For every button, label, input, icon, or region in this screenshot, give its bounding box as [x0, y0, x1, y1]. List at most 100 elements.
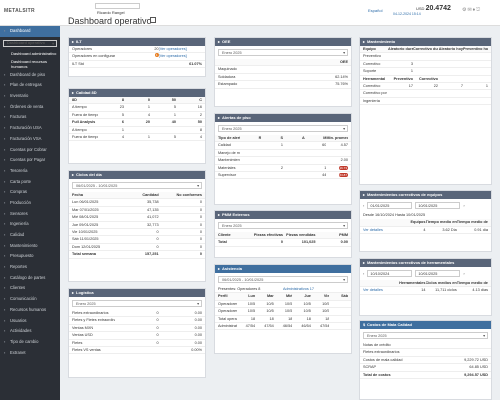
- sidebar-item[interactable]: ▪ Tipo de cambio: [0, 337, 60, 348]
- ver-operadores-link[interactable]: [Ver operadores]: [158, 47, 187, 51]
- sidebar-item-label: Catálogo de partes: [10, 274, 46, 280]
- sidebar-item[interactable]: ▪ Clientes: [0, 283, 60, 294]
- cell: Piezas vendidas: [286, 233, 316, 237]
- asistencia-range-select[interactable]: 06/01/2025 - 10/01/2025: [218, 276, 348, 283]
- cell: 10/5: [303, 301, 311, 306]
- costos-month-select[interactable]: Enero 2025: [363, 332, 488, 339]
- sidebar-item[interactable]: ▪ Reportes: [0, 262, 60, 273]
- sidebar-item[interactable]: ▪ Usuarios: [0, 316, 60, 327]
- mch-from-date[interactable]: 10/10/2024: [367, 270, 413, 277]
- sidebar-item[interactable]: ▪ Facturación VSA: [0, 134, 60, 145]
- alertas-month-select[interactable]: Enero 2025: [218, 125, 348, 132]
- ciclos-range-select[interactable]: 06/01/2025 - 10/01/2025: [72, 182, 202, 189]
- cell: Correctivo por mala operación: [363, 91, 388, 96]
- sidebar-item[interactable]: ▪ Calidad: [0, 230, 60, 241]
- cell: Fuera de tiempo: [72, 112, 98, 117]
- sidebar-item-label: Facturación USA: [10, 125, 42, 131]
- cell: 0: [199, 207, 202, 212]
- cell[interactable]: Ver detalles: [363, 227, 383, 232]
- cell: 18: [250, 316, 256, 321]
- cell[interactable]: [363, 280, 394, 286]
- sidebar-item[interactable]: ▪ Compras: [0, 187, 60, 198]
- sidebar-item[interactable]: ▪ Dashboard de piso: [0, 70, 60, 81]
- cell: 17: [408, 83, 413, 88]
- sidebar-item[interactable]: ▪ Órdenes de venta: [0, 102, 60, 113]
- sidebar-item-label: Tesorería: [10, 167, 28, 173]
- sidebar-item[interactable]: Dashboard recursos humanos: [0, 59, 60, 70]
- sidebar-item[interactable]: ▪ Facturas: [0, 112, 60, 123]
- sidebar-item[interactable]: ▪ Inventario: [0, 91, 60, 102]
- search-input[interactable]: [95, 3, 140, 9]
- mce-from-date[interactable]: 01/01/2025: [367, 202, 413, 209]
- pmm-row: Total 0 101,025 0.00: [215, 239, 351, 247]
- calidad-row: 8D 8 0 50 C: [69, 97, 205, 105]
- cell: 75.76%: [335, 82, 348, 87]
- cell: 1: [280, 143, 284, 148]
- cell: Tiempo medio de reparación: [456, 220, 488, 225]
- sidebar-item[interactable]: Dashboard operativo: [3, 39, 57, 47]
- logistica-month-select[interactable]: Enero 2025: [72, 300, 202, 307]
- cell: Total semana: [72, 252, 96, 257]
- cell: 8: [121, 98, 124, 102]
- sidebar-item[interactable]: ▪ Mantenimiento: [0, 241, 60, 252]
- sidebar-item[interactable]: ▪ Extranet: [0, 348, 60, 359]
- sidebar-item[interactable]: ▪ Dashboard: [0, 26, 60, 37]
- cell: Ventas USD: [72, 333, 93, 338]
- cell[interactable]: [363, 219, 394, 225]
- print-icon[interactable]: [150, 17, 156, 23]
- mch-to-date[interactable]: 10/01/2025: [415, 270, 461, 277]
- cell: 47/54: [264, 323, 274, 328]
- cell[interactable]: Ver detalles: [363, 288, 383, 293]
- cell: 23: [119, 105, 124, 110]
- sidebar-item[interactable]: ▪ Tesorería: [0, 166, 60, 177]
- sidebar-item[interactable]: ▪ Facturación USA: [0, 123, 60, 134]
- cell: Full Analysis: [72, 120, 96, 125]
- alertas-row: Supervisor 44 63.87: [215, 172, 351, 180]
- cell: Jue 09/01/2025: [72, 222, 99, 227]
- sidebar-item[interactable]: ▪ Carta porte: [0, 177, 60, 188]
- cell: S: [280, 136, 284, 140]
- cell: 9,294.57 USD: [464, 372, 488, 377]
- user-name[interactable]: Ricardo Rangel: [97, 10, 125, 15]
- cell: 3.62 Día: [442, 227, 457, 232]
- cell: 18: [325, 316, 330, 321]
- menu-icon: ▪: [4, 317, 6, 323]
- sidebar-item[interactable]: ▪ Presupuesto: [0, 251, 60, 262]
- sidebar-item[interactable]: ▪ Sensores: [0, 209, 60, 220]
- cell: 11,711 ciclos: [435, 288, 457, 293]
- sidebar-item[interactable]: ▪ Cuentas por Cobrar: [0, 145, 60, 156]
- ciclos-row: Mié 08/01/2025 41,072 0: [69, 214, 205, 222]
- sidebar-item[interactable]: ▪ Actividades: [0, 326, 60, 337]
- sidebar-item-label: Dashboard de piso: [10, 71, 46, 77]
- menu-icon: ▪: [4, 71, 6, 77]
- cell: [283, 172, 305, 178]
- pmm-month-select[interactable]: Enero 2025: [218, 222, 348, 229]
- cell: [426, 349, 489, 355]
- sidebar-item[interactable]: ▪ Plan de entregas: [0, 80, 60, 91]
- mce-to-date[interactable]: 10/01/2025: [415, 202, 461, 209]
- sidebar-item[interactable]: ▪ Producción: [0, 198, 60, 209]
- cell: [283, 66, 348, 72]
- cell: 0: [147, 98, 150, 102]
- sidebar-item[interactable]: ▪ Cuentas por Pagar: [0, 155, 60, 166]
- cell: [329, 316, 348, 322]
- cell: C: [199, 98, 202, 102]
- sidebar-item[interactable]: ▪ Ingeniería: [0, 219, 60, 230]
- sidebar-item[interactable]: ▪ Catálogo de partes: [0, 273, 60, 284]
- cell: [463, 90, 488, 96]
- sidebar-item[interactable]: Dashboard administrativo: [0, 50, 60, 60]
- sidebar-item[interactable]: ▪ Recursos humanos: [0, 305, 60, 316]
- sidebar-item-label: Tipo de cambio: [10, 338, 39, 344]
- calidad-row: A tiempo 1 8: [69, 127, 205, 134]
- oee-month-select[interactable]: Enero 2025: [218, 49, 348, 56]
- language-select[interactable]: Español: [368, 8, 383, 13]
- log-row: Fletes 0 0.00: [69, 340, 205, 347]
- calidad-panel: ▸ Calidad 8D 8D 8 0 50 C A tiempo 23 1 5 16 Fuera d…: [68, 88, 206, 164]
- cell: Sáb 11/01/2025: [72, 237, 99, 242]
- toolbar-icons[interactable]: ⚙✉♦⎋: [462, 7, 482, 13]
- sidebar-item[interactable]: ▪ Comunicación: [0, 294, 60, 305]
- cell: 4: [121, 134, 124, 139]
- cell: 18: [306, 316, 311, 321]
- cell: 62.14%: [335, 74, 348, 79]
- cell: [413, 61, 438, 67]
